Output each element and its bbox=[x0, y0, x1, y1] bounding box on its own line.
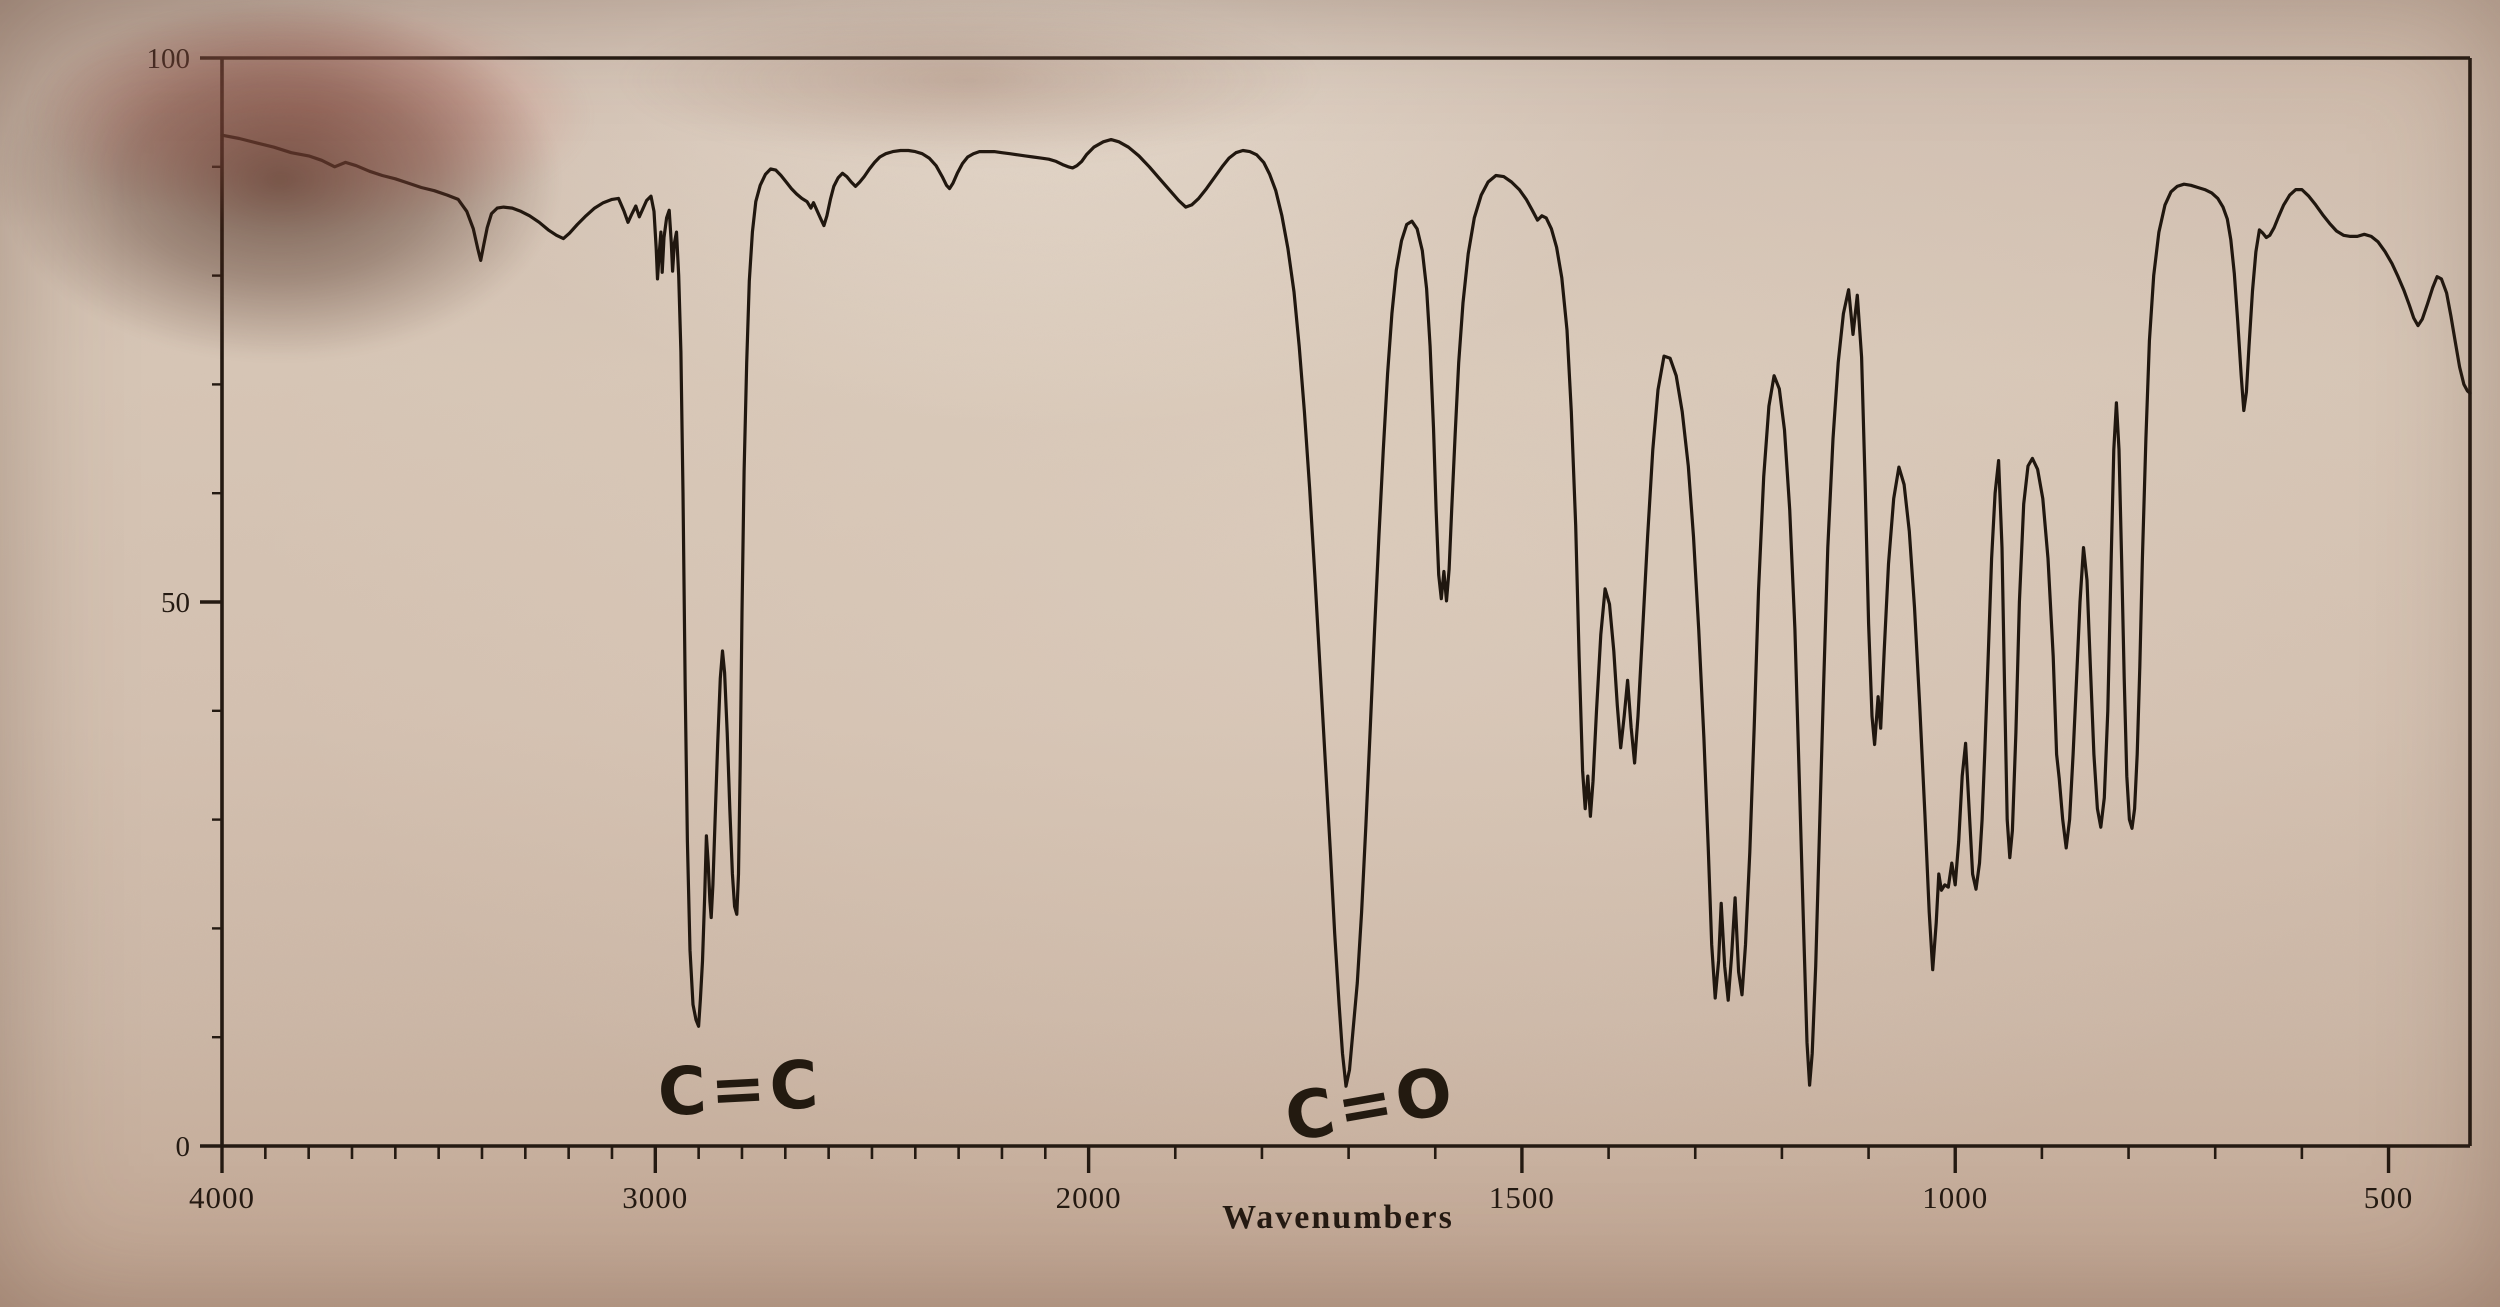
x-axis-tick-labels: 4000 3000 2000 1500 1000 500 bbox=[189, 1180, 2414, 1215]
x-tick-label-1000: 1000 bbox=[1922, 1180, 1988, 1215]
y-tick-label-0: 0 bbox=[176, 1131, 191, 1163]
annotation-c-c: C=C bbox=[656, 1046, 824, 1131]
x-tick-label-1500: 1500 bbox=[1489, 1180, 1555, 1215]
y-tick-label-100: 100 bbox=[147, 43, 191, 75]
x-axis-ticks bbox=[220, 1146, 2391, 1173]
x-axis-title: Wavenumbers bbox=[1222, 1199, 1454, 1236]
y-tick-label-50: 50 bbox=[161, 587, 190, 619]
spectrum-trace bbox=[220, 133, 2472, 1088]
x-tick-label-4000: 4000 bbox=[189, 1180, 255, 1215]
x-tick-label-500: 500 bbox=[2364, 1180, 2414, 1215]
x-tick-label-3000: 3000 bbox=[622, 1180, 688, 1215]
x-tick-label-2000: 2000 bbox=[1056, 1180, 1122, 1215]
